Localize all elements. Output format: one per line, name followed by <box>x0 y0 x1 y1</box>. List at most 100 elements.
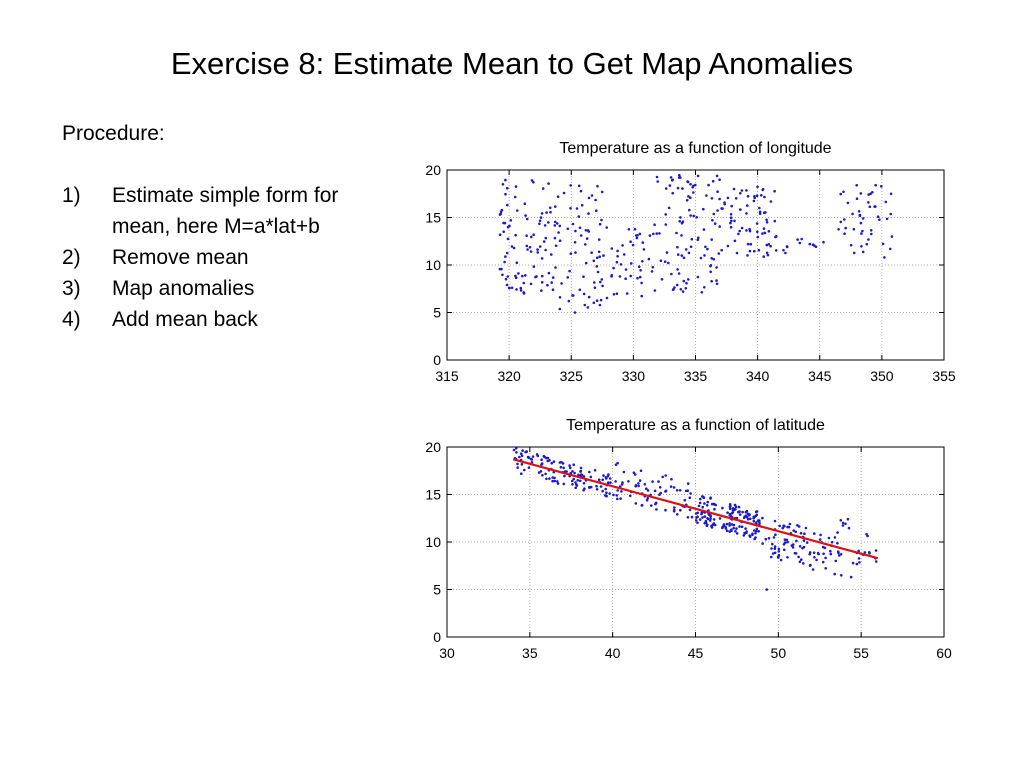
y-tick-label: 10 <box>425 534 441 550</box>
data-point <box>619 263 623 266</box>
data-point <box>502 221 505 225</box>
data-point <box>680 221 684 225</box>
data-point <box>689 245 693 249</box>
data-point <box>709 270 712 274</box>
data-point <box>710 197 714 200</box>
data-point <box>713 523 717 527</box>
data-point <box>660 278 664 281</box>
data-point <box>590 194 594 197</box>
data-point <box>778 524 781 528</box>
data-point <box>530 235 533 239</box>
data-point <box>874 205 877 208</box>
data-point <box>729 225 733 229</box>
data-point <box>679 508 682 512</box>
data-point <box>653 223 656 226</box>
data-point <box>755 510 759 513</box>
data-point <box>829 552 833 556</box>
data-point <box>506 225 510 229</box>
data-point <box>713 222 717 225</box>
data-point <box>556 480 559 483</box>
data-point <box>676 513 679 516</box>
data-point <box>609 481 612 484</box>
procedure-step-4: 4) Add mean back <box>62 304 402 335</box>
data-point <box>657 480 660 483</box>
data-point <box>560 460 563 464</box>
data-point <box>869 192 872 195</box>
data-point <box>627 228 631 231</box>
data-point <box>652 232 655 236</box>
data-point <box>582 292 586 296</box>
data-point <box>637 265 641 269</box>
y-tick-label: 0 <box>433 352 441 368</box>
data-point <box>874 183 877 187</box>
data-point <box>663 260 667 264</box>
data-point <box>748 534 751 537</box>
data-point <box>839 553 843 556</box>
data-point <box>519 286 523 290</box>
data-point <box>546 456 550 460</box>
data-point <box>634 234 638 237</box>
data-point <box>602 254 605 257</box>
data-point <box>653 289 657 292</box>
x-tick-label: 330 <box>622 368 646 384</box>
data-point <box>708 519 712 522</box>
data-point <box>618 275 622 278</box>
data-point <box>510 286 514 290</box>
data-point <box>709 517 712 520</box>
data-point <box>582 275 585 279</box>
data-point <box>779 558 783 562</box>
data-point <box>729 221 732 225</box>
data-point <box>718 517 722 520</box>
data-point <box>682 256 686 260</box>
data-point <box>812 551 816 554</box>
data-point <box>502 230 506 233</box>
data-point <box>550 253 553 256</box>
y-tick-label: 15 <box>425 210 441 226</box>
chart-title: Temperature as a function of longitude <box>559 140 831 157</box>
data-point <box>884 200 888 204</box>
data-point <box>800 558 803 561</box>
data-point <box>543 224 547 227</box>
data-point <box>774 249 778 252</box>
data-point <box>569 252 573 255</box>
data-point <box>530 458 533 461</box>
data-point <box>712 518 716 521</box>
data-point <box>659 259 663 263</box>
data-point <box>664 490 667 493</box>
data-point <box>769 200 773 203</box>
data-point <box>718 225 721 228</box>
data-point <box>516 462 519 466</box>
data-point <box>678 176 681 179</box>
data-point <box>681 290 685 293</box>
data-point <box>595 265 599 268</box>
data-point <box>749 517 752 521</box>
data-point <box>724 526 727 529</box>
step-text: Remove mean <box>112 246 249 269</box>
data-point <box>554 266 557 269</box>
data-point <box>622 253 626 256</box>
data-point <box>777 553 781 557</box>
data-point <box>791 543 795 546</box>
data-point <box>598 303 602 307</box>
data-point <box>735 251 739 255</box>
data-point <box>540 257 544 260</box>
data-point <box>849 243 853 247</box>
data-point <box>765 221 769 224</box>
data-point <box>726 511 729 514</box>
data-point <box>802 562 805 565</box>
procedure-step-2: 2) Remove mean <box>62 242 402 273</box>
data-point <box>700 512 703 516</box>
data-point <box>678 173 681 177</box>
data-point <box>696 275 700 279</box>
data-point <box>746 254 749 257</box>
data-point <box>758 210 762 214</box>
mean-fit-line <box>512 458 879 560</box>
data-point <box>551 276 555 279</box>
data-point <box>541 187 545 190</box>
data-point <box>703 502 706 505</box>
data-point <box>867 201 870 204</box>
data-point <box>843 232 846 235</box>
data-point <box>637 484 640 488</box>
data-point <box>558 224 562 228</box>
